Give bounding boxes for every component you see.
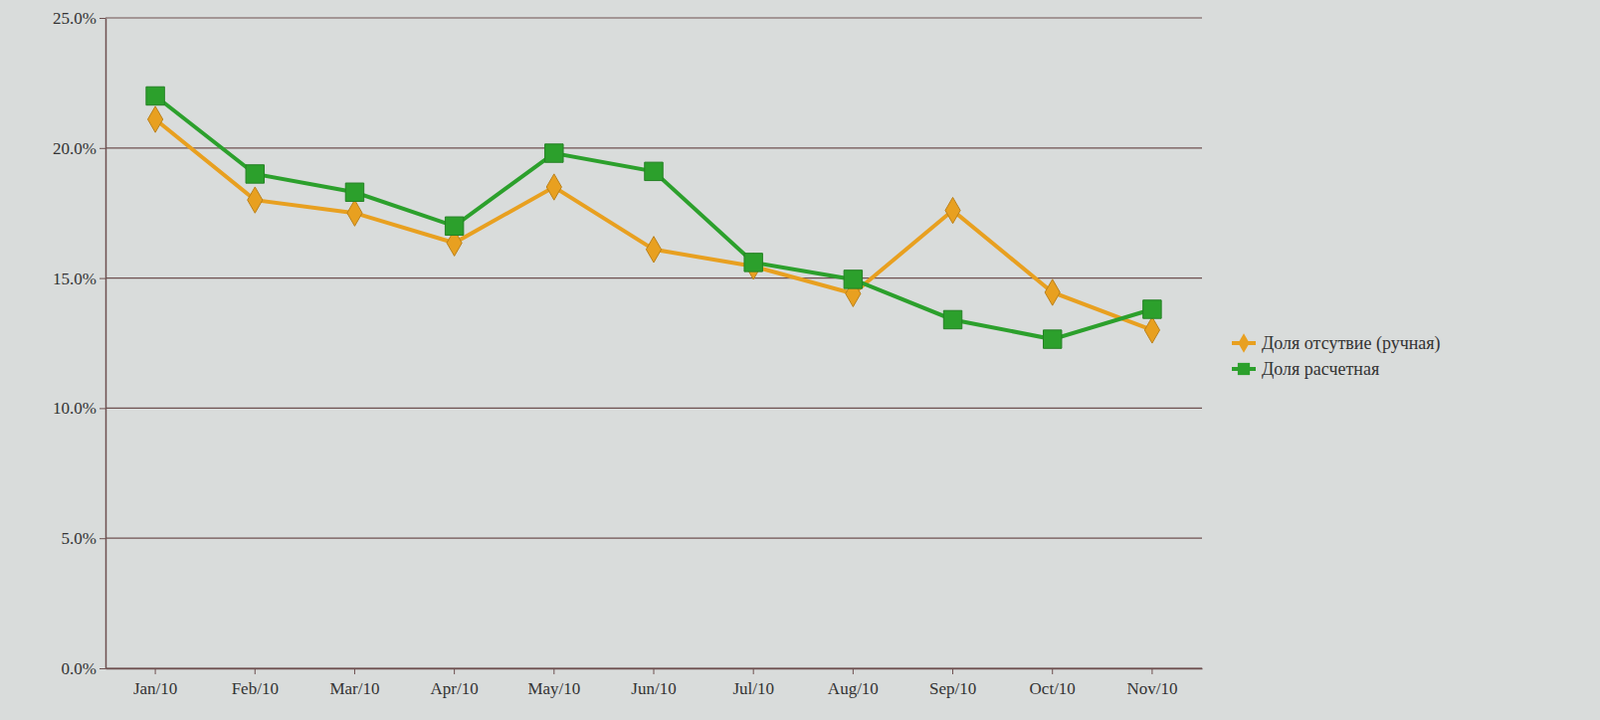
x-tick-mark — [254, 668, 256, 675]
y-tick-label: 20.0% — [52, 139, 97, 159]
series-marker — [345, 183, 364, 201]
series-marker — [1144, 317, 1160, 344]
y-tick-mark — [99, 538, 106, 540]
x-tick: Aug/10 — [827, 668, 879, 699]
grid-line — [105, 538, 1202, 540]
x-tick: Apr/10 — [430, 668, 479, 699]
x-tick-label: Apr/10 — [430, 679, 479, 699]
x-tick-label: Sep/10 — [929, 679, 977, 699]
series-marker — [1043, 330, 1062, 349]
series-marker — [943, 310, 962, 329]
x-tick: Jan/10 — [133, 668, 178, 699]
y-tick-label: 5.0% — [61, 529, 97, 549]
x-tick: Nov/10 — [1126, 668, 1178, 699]
x-tick-label: Feb/10 — [231, 679, 279, 699]
x-tick: Jun/10 — [630, 668, 676, 699]
y-tick: 25.0% — [52, 8, 106, 28]
series-marker — [744, 253, 763, 272]
chart: 0.0% 5.0% 10.0% 15.0% 20.0% 25.0% Jan/10 Feb/10… — [0, 0, 1600, 720]
series-marker — [444, 216, 463, 235]
y-tick-label: 25.0% — [52, 8, 97, 28]
series-marker — [644, 162, 663, 181]
x-tick-mark — [852, 668, 854, 675]
x-tick: Feb/10 — [231, 668, 279, 699]
grid-line — [105, 407, 1202, 409]
series-marker — [1044, 279, 1060, 306]
series-marker — [945, 197, 961, 223]
x-tick-label: Jul/10 — [732, 679, 775, 699]
x-tick-mark — [453, 668, 455, 675]
series-marker — [546, 174, 562, 200]
legend-marker — [1237, 363, 1250, 376]
series-marker — [347, 200, 363, 226]
legend-label: Доля отсутвие (ручная) — [1261, 333, 1441, 355]
x-tick-label: Aug/10 — [827, 679, 879, 699]
y-tick: 15.0% — [52, 269, 106, 289]
x-tick-label: Jan/10 — [133, 679, 178, 699]
y-tick-mark — [99, 17, 106, 19]
x-tick-mark — [952, 668, 954, 675]
x-tick: May/10 — [527, 668, 581, 699]
x-tick: Sep/10 — [929, 668, 977, 699]
x-tick-mark — [653, 668, 655, 675]
grid-line — [105, 147, 1202, 149]
y-tick: 10.0% — [52, 399, 106, 418]
x-tick-mark — [1151, 668, 1153, 675]
series-line — [155, 119, 1153, 331]
x-tick-label: Jun/10 — [630, 679, 676, 699]
x-tick: Oct/10 — [1029, 668, 1076, 699]
legend-item: Доля отсутвие (ручная) — [1231, 333, 1441, 355]
y-tick-label: 10.0% — [52, 399, 97, 418]
x-tick: Jul/10 — [732, 668, 775, 699]
y-tick-mark — [99, 148, 106, 150]
y-tick: 5.0% — [61, 529, 106, 549]
series-marker — [245, 165, 264, 184]
x-tick-mark — [1051, 668, 1053, 675]
x-tick: Mar/10 — [329, 668, 380, 699]
x-tick-label: Nov/10 — [1126, 679, 1178, 699]
legend-label: Доля расчетная — [1261, 359, 1380, 380]
grid — [105, 17, 1202, 669]
series-marker — [147, 106, 163, 133]
series-marker — [843, 270, 862, 289]
x-tick-label: Oct/10 — [1029, 679, 1076, 699]
y-axis-line — [105, 18, 108, 670]
series-marker — [247, 187, 263, 213]
y-tick-label: 0.0% — [61, 659, 97, 679]
y-tick-mark — [99, 668, 106, 670]
x-tick-mark — [553, 668, 555, 675]
series-group — [146, 86, 1162, 349]
plot: 0.0% 5.0% 10.0% 15.0% 20.0% 25.0% Jan/10 Feb/10… — [52, 8, 1202, 699]
series-marker — [1143, 300, 1162, 319]
y-tick: 0.0% — [61, 659, 106, 679]
legend-item: Доля расчетная — [1231, 359, 1380, 380]
series-marker — [146, 86, 165, 105]
y-tick-mark — [99, 278, 106, 280]
series-marker — [545, 144, 564, 163]
y-tick-label: 15.0% — [52, 269, 97, 289]
x-tick-mark — [753, 668, 755, 675]
x-axis: Jan/10 Feb/10 Mar/10 Apr/10 May/10 Jun/10 Jul/… — [106, 668, 1203, 699]
legend: Доля отсутвие (ручная) Доля расчетная — [1231, 333, 1441, 380]
x-tick-label: May/10 — [527, 679, 581, 699]
grid-line — [105, 16, 1202, 18]
series-marker — [645, 236, 661, 263]
x-tick-mark — [155, 668, 157, 675]
x-tick-label: Mar/10 — [329, 679, 380, 699]
y-tick-mark — [99, 407, 106, 409]
series-line — [155, 95, 1153, 340]
legend-marker — [1237, 333, 1249, 354]
y-tick: 20.0% — [52, 139, 106, 159]
x-tick-mark — [354, 668, 356, 675]
y-axis: 0.0% 5.0% 10.0% 15.0% 20.0% 25.0% — [52, 8, 106, 679]
